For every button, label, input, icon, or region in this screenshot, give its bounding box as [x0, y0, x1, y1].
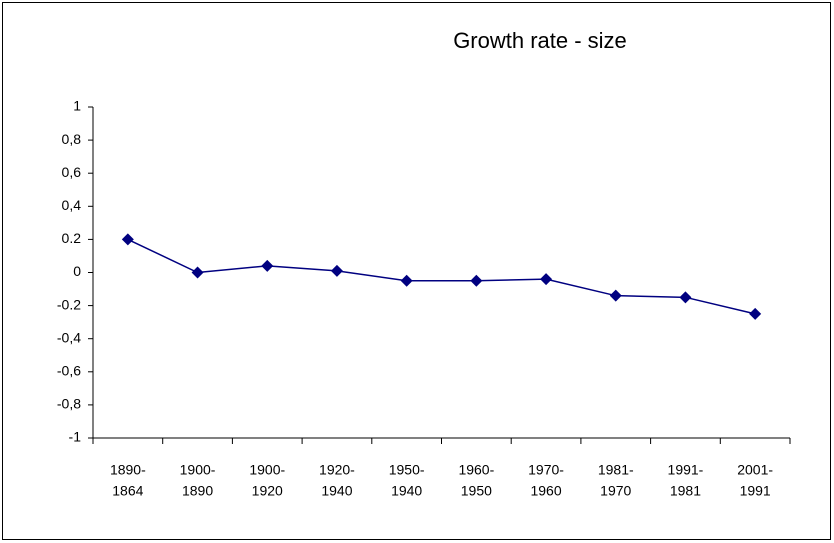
- data-marker: [400, 274, 413, 287]
- x-tick-label: 1940: [391, 483, 422, 499]
- x-tick-label: 1991-: [668, 462, 704, 478]
- x-tick-label: 1960: [530, 483, 561, 499]
- x-tick-label: 1920: [252, 483, 283, 499]
- x-tick-label: 1900-: [249, 462, 285, 478]
- chart-title: Growth rate - size: [453, 28, 627, 53]
- x-tick-label: 1960-: [458, 462, 494, 478]
- x-tick-label: 1890-: [110, 462, 146, 478]
- x-tick-label: 1970: [600, 483, 631, 499]
- data-marker: [609, 289, 622, 302]
- y-tick-label: 0: [73, 263, 81, 279]
- data-line: [127, 238, 756, 315]
- data-marker: [540, 273, 553, 286]
- data-marker: [749, 307, 762, 320]
- x-tick-label: 1981: [670, 483, 701, 499]
- x-tick-label: 1864: [112, 483, 143, 499]
- y-tick-label: -1: [69, 429, 82, 445]
- x-tick-label: 1970-: [528, 462, 564, 478]
- data-marker: [121, 233, 134, 246]
- y-tick-label: 1: [73, 98, 81, 114]
- x-tick-label: 1900-: [180, 462, 216, 478]
- data-marker: [470, 274, 483, 287]
- data-marker: [191, 266, 204, 279]
- data-marker: [261, 259, 274, 272]
- data-marker: [679, 291, 692, 304]
- y-tick-label: -0,8: [57, 396, 81, 412]
- x-tick-label: 1950-: [389, 462, 425, 478]
- y-tick-label: 0,4: [62, 197, 82, 213]
- y-tick-label: -0.2: [57, 296, 81, 312]
- x-tick-label: 1991: [740, 483, 771, 499]
- y-tick-label: 0,6: [62, 164, 82, 180]
- x-tick-label: 1950: [461, 483, 492, 499]
- x-tick-label: 2001-: [737, 462, 773, 478]
- y-tick-label: -0,4: [57, 329, 81, 345]
- x-tick-label: 1890: [182, 483, 213, 499]
- y-tick-label: 0,8: [62, 131, 82, 147]
- y-tick-label: 0.2: [62, 230, 82, 246]
- data-marker: [330, 264, 343, 277]
- x-tick-label: 1981-: [598, 462, 634, 478]
- y-tick-label: -0,6: [57, 363, 81, 379]
- x-tick-label: 1920-: [319, 462, 355, 478]
- x-tick-label: 1940: [321, 483, 352, 499]
